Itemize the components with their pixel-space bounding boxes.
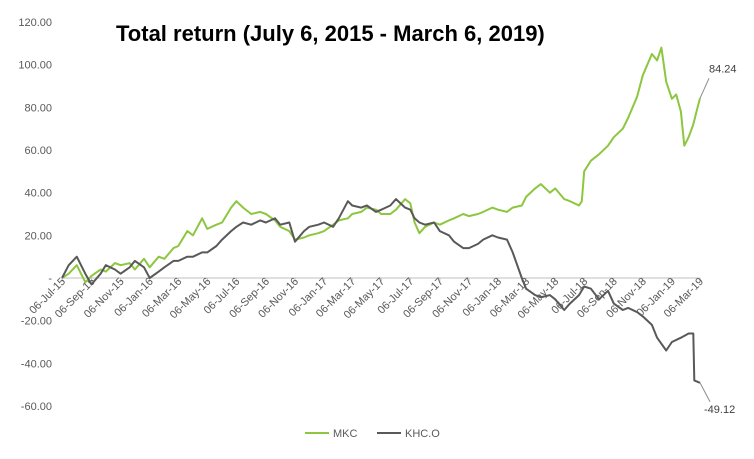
y-tick-label: 40.00 (24, 188, 52, 200)
x-axis: 06-Jul-1506-Sep-1506-Nov-1506-Jan-1606-M… (27, 276, 706, 322)
y-tick-label: - (48, 273, 52, 285)
y-tick-label: -40.00 (21, 358, 52, 370)
y-axis: 120.00 100.00 80.00 60.00 40.00 20.00 - -20.00 -… (18, 17, 52, 413)
series-line-mkc (61, 46, 701, 284)
series-line-khc-o (61, 198, 701, 384)
legend: MKC KHC.O (305, 428, 440, 440)
y-tick-label: 100.00 (18, 60, 52, 72)
annotation-leader (699, 382, 711, 403)
y-tick-label: 80.00 (24, 102, 52, 114)
legend-label: KHC.O (405, 428, 440, 440)
annotations: 84.24 -49.12 (699, 63, 737, 416)
y-tick-label: -60.00 (21, 401, 52, 413)
annotation-leader (699, 78, 710, 99)
annotation-label: 84.24 (709, 63, 737, 75)
chart-title: Total return (July 6, 2015 - March 6, 20… (116, 21, 545, 46)
y-tick-label: 120.00 (18, 17, 52, 29)
y-tick-label: -20.00 (21, 316, 52, 328)
y-tick-label: 20.00 (24, 230, 52, 242)
series-group (61, 46, 701, 384)
legend-label: MKC (333, 428, 358, 440)
annotation-label: -49.12 (704, 404, 735, 416)
y-tick-label: 60.00 (24, 145, 52, 157)
